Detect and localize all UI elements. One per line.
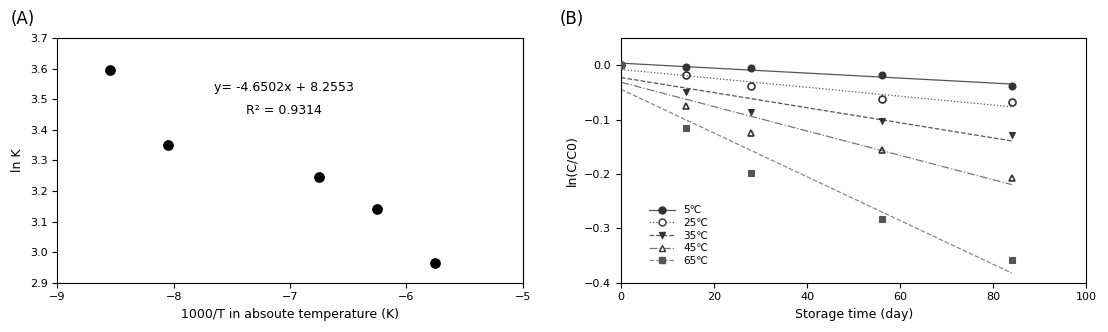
Text: (B): (B) (560, 10, 584, 28)
Y-axis label: ln K: ln K (11, 149, 24, 172)
Y-axis label: ln(C/C0): ln(C/C0) (565, 135, 578, 186)
Point (427, 260, 444, 265)
X-axis label: 1000/T in absoute temperature (K): 1000/T in absoute temperature (K) (181, 308, 399, 321)
Text: y= -4.6502x + 8.2553: y= -4.6502x + 8.2553 (214, 81, 355, 94)
Point (158, 142, 176, 148)
Text: R² = 0.9314: R² = 0.9314 (246, 104, 322, 117)
Point (368, 207, 386, 212)
Point (310, 175, 328, 180)
Point (101, 68, 119, 73)
Legend: 5℃, 25℃, 35℃, 45℃, 65℃: 5℃, 25℃, 35℃, 45℃, 65℃ (645, 201, 712, 270)
X-axis label: Storage time (day): Storage time (day) (794, 308, 913, 321)
Text: (A): (A) (11, 10, 35, 28)
